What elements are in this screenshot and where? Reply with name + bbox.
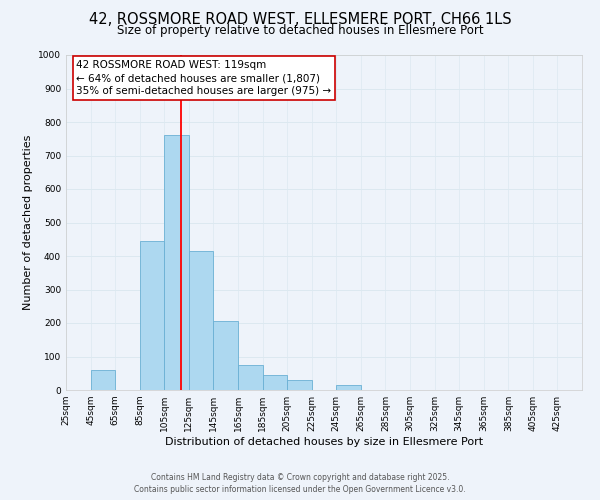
X-axis label: Distribution of detached houses by size in Ellesmere Port: Distribution of detached houses by size …: [165, 437, 483, 447]
Bar: [263, 375, 287, 390]
Bar: [140, 241, 164, 390]
Bar: [238, 365, 263, 390]
Bar: [214, 322, 238, 390]
Text: 42 ROSSMORE ROAD WEST: 119sqm
← 64% of detached houses are smaller (1,807)
35% o: 42 ROSSMORE ROAD WEST: 119sqm ← 64% of d…: [76, 60, 331, 96]
Bar: [189, 251, 214, 390]
Text: Contains HM Land Registry data © Crown copyright and database right 2025.
Contai: Contains HM Land Registry data © Crown c…: [134, 472, 466, 494]
Bar: [91, 370, 115, 390]
Text: 42, ROSSMORE ROAD WEST, ELLESMERE PORT, CH66 1LS: 42, ROSSMORE ROAD WEST, ELLESMERE PORT, …: [89, 12, 511, 28]
Y-axis label: Number of detached properties: Number of detached properties: [23, 135, 32, 310]
Bar: [287, 380, 312, 390]
Text: Size of property relative to detached houses in Ellesmere Port: Size of property relative to detached ho…: [116, 24, 484, 37]
Bar: [336, 385, 361, 390]
Bar: [164, 136, 189, 390]
